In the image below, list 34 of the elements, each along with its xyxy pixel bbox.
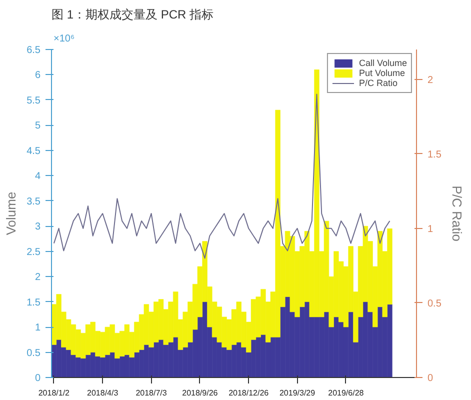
line-series (53, 94, 390, 259)
y-tick-label: 2 (34, 272, 41, 284)
x-tick-label: 2018/1/2 (38, 388, 70, 398)
y2-tick-label: 1.5 (428, 149, 442, 160)
y-tick-label: 0 (34, 373, 41, 384)
y-tick-label: 3 (34, 222, 41, 233)
y2-tick-label: 0.5 (428, 298, 442, 310)
y-tick-label: 6 (34, 70, 41, 82)
y-tick-label: 0.5 (26, 348, 41, 359)
legend-label: P/C Ratio (358, 78, 398, 88)
x-tick-label: 2019/6/28 (328, 388, 364, 398)
y-tick-label: 5 (34, 120, 41, 132)
text: ×10⁶ (54, 34, 75, 44)
y2-tick-label: 1 (428, 224, 434, 235)
y-tick-label: 5.5 (26, 95, 41, 106)
y-tick-label: 1.5 (26, 297, 41, 308)
chart-title: 图 1：期权成交量及 PCR 指标 (52, 8, 214, 22)
legend-label: Put Volume (358, 68, 405, 78)
y2-axis-title: P/C Ratio (449, 186, 464, 242)
y-tick-label: 2.5 (26, 246, 41, 258)
y-tick-label: 4.5 (26, 146, 41, 157)
x-tick-label: 2018/12/26 (228, 388, 270, 398)
y-tick-label: 6.5 (26, 45, 41, 56)
x-tick-label: 2018/4/3 (87, 388, 119, 398)
y2-tick-label: 0 (428, 373, 434, 384)
x-tick-label: 2019/3/29 (279, 388, 316, 398)
y-tick-label: 1 (34, 322, 41, 334)
legend-label: Call Volume (358, 58, 407, 68)
y2-tick-label: 2 (428, 74, 434, 86)
y-tick-label: 3.5 (26, 196, 41, 208)
x-tick-label: 2018/7/3 (136, 388, 168, 398)
x-tick-label: 2018/9/26 (182, 388, 218, 398)
y-axis-title: Volume (4, 192, 19, 236)
y-tick-label: 4 (34, 171, 41, 182)
